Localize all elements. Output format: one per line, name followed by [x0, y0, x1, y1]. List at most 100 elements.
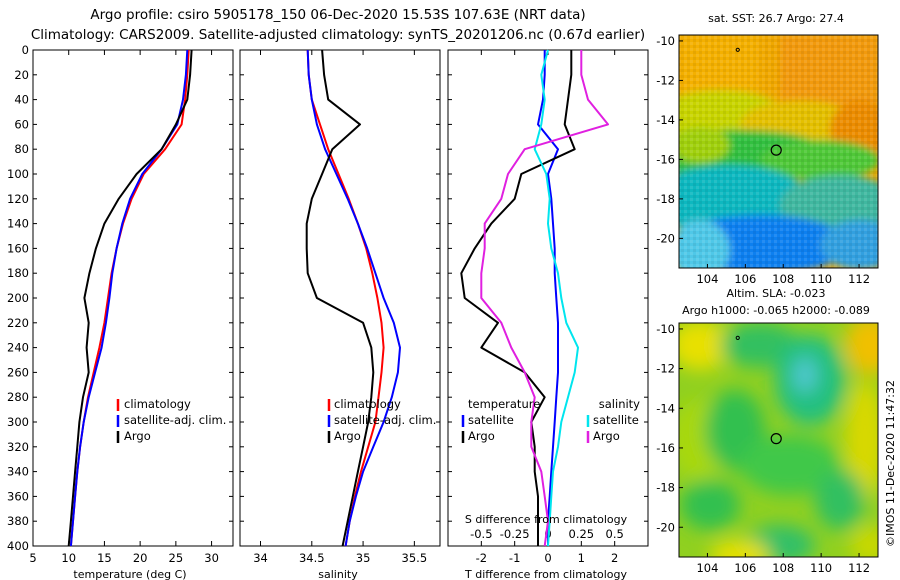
map-lon-label: 110 [810, 561, 832, 575]
depth-tick-label: 60 [14, 117, 29, 131]
salinity-lines [305, 49, 401, 547]
depth-tick-label: 200 [7, 291, 29, 305]
sst-map-panel: sat. SST: 26.7 Argo: 27.4 104 106 108 1 [656, 12, 879, 286]
sla-map-title-2: Argo h1000: -0.065 h2000: -0.089 [682, 304, 870, 317]
legend-label-s-argo: Argo [593, 429, 620, 443]
map-lat-label: -14 [656, 113, 675, 127]
series-line-temperature-argo [460, 50, 576, 546]
series-line-argo [67, 49, 193, 547]
x-tick-label: 34 [253, 551, 268, 565]
depth-tick-label: 360 [7, 489, 29, 503]
temperature-plot-frame [32, 49, 234, 547]
series-line-temperature-satellite [537, 50, 559, 546]
map-lon-label: 106 [734, 561, 756, 575]
map-lon-label: 106 [734, 272, 756, 286]
legend-label-t-argo: Argo [468, 429, 495, 443]
sla-heatmap [679, 323, 878, 557]
series-line-climatology [69, 49, 190, 547]
argo-position-marker [770, 433, 782, 445]
map-lon-label: 112 [848, 272, 870, 286]
depth-tick-label: 140 [7, 217, 29, 231]
sst-map-markers [735, 47, 782, 156]
x-tick-label: 34.5 [299, 551, 325, 565]
map-lat-label: -16 [656, 441, 675, 455]
legend-label-satellite: satellite-adj. clim. [334, 413, 436, 427]
imos-credit: ©IMOS 11-Dec-2020 11:47:32 [884, 380, 897, 547]
x-tick-label: 25 [169, 551, 184, 565]
x-tick-label: 1 [578, 551, 585, 565]
legend-label-argo: Argo [124, 429, 151, 443]
depth-tick-label: 180 [7, 266, 29, 280]
island-marker [735, 47, 740, 52]
salinity-xlabel: salinity [318, 568, 358, 580]
island-marker [735, 335, 740, 340]
series-line-satellite-adj-clim- [306, 49, 401, 547]
legend-label-t-satellite: satellite [468, 413, 514, 427]
difference-legend: temperature satellite Argo salinity sate… [461, 397, 640, 443]
sla-map-title-1: Altim. SLA: -0.023 [726, 287, 825, 300]
s-diff-tick-label: 0.5 [606, 527, 624, 541]
map-lat-label: -18 [656, 481, 675, 495]
depth-tick-label: 260 [7, 365, 29, 379]
sla-map-axes: 104 106 108 110 112 -10 -12 -14 -16 -18 -20 [656, 322, 870, 575]
map-lon-label: 110 [810, 272, 832, 286]
difference-plot-frame [447, 49, 649, 547]
title-line-1: Argo profile: csiro 5905178_150 06-Dec-2… [90, 7, 585, 23]
depth-tick-label: 100 [7, 167, 29, 181]
salinity-axis: 34 34.5 35 35.5 [240, 49, 440, 565]
temperature-xlabel: temperature (deg C) [73, 568, 186, 580]
difference-panel: -2 -1 0 1 2 -0.5 -0.25 0 0.25 0.5 temperature sa… [447, 49, 649, 580]
x-tick-label: 2 [611, 551, 618, 565]
legend-label-climatology: climatology [334, 397, 401, 411]
sst-map-frame [678, 34, 879, 269]
salinity-plot-frame [239, 49, 441, 547]
x-tick-label: 30 [204, 551, 219, 565]
x-tick-label: -1 [509, 551, 520, 565]
temperature-legend: climatology satellite-adj. clim. Argo [116, 397, 226, 443]
depth-tick-label: 280 [7, 390, 29, 404]
depth-tick-label: 20 [14, 68, 29, 82]
depth-tick-label: 0 [22, 43, 29, 57]
salinity-legend: climatology satellite-adj. clim. Argo [327, 397, 436, 443]
depth-axis: 0 20 40 60 80 100 120 140 160 180 200 220 240 260 280 3… [7, 43, 29, 553]
map-lat-label: -10 [656, 34, 675, 48]
temperature-panel: 0 20 40 60 80 100 120 140 160 180 200 220 240 260 280 3… [7, 43, 234, 580]
map-lat-label: -20 [656, 231, 675, 245]
map-lon-label: 112 [848, 561, 870, 575]
depth-tick-label: 340 [7, 465, 29, 479]
temperature-lines [67, 49, 193, 547]
sla-map-markers [735, 335, 782, 445]
depth-tick-label: 160 [7, 241, 29, 255]
temperature-axis: 5 10 15 20 25 30 [29, 49, 233, 565]
legend-title-temperature: temperature [468, 397, 540, 411]
argo-position-marker [770, 144, 782, 156]
x-tick-label: 35.5 [402, 551, 428, 565]
x-tick-label: 20 [133, 551, 148, 565]
salinity-panel: 34 34.5 35 35.5 climatology satellite-adj. … [239, 49, 441, 580]
legend-label-climatology: climatology [124, 397, 191, 411]
depth-tick-label: 300 [7, 415, 29, 429]
map-lon-label: 104 [696, 272, 718, 286]
map-lat-label: -12 [656, 73, 675, 87]
sst-map-title: sat. SST: 26.7 Argo: 27.4 [708, 12, 844, 25]
depth-tick-label: 120 [7, 192, 29, 206]
map-lon-label: 104 [696, 561, 718, 575]
depth-tick-label: 40 [14, 93, 29, 107]
series-line-satellite-adj-clim- [69, 49, 189, 547]
depth-tick-label: 220 [7, 316, 29, 330]
map-lat-label: -12 [656, 362, 675, 376]
x-tick-label: -2 [476, 551, 487, 565]
s-diff-tick-label: -0.25 [500, 527, 530, 541]
map-lon-label: 108 [772, 272, 794, 286]
x-tick-label: 5 [29, 551, 36, 565]
legend-label-satellite: satellite-adj. clim. [124, 413, 226, 427]
x-tick-label: 15 [97, 551, 112, 565]
s-difference-label: S difference from climatology [465, 513, 628, 526]
sst-heatmap [679, 35, 878, 268]
map-lat-label: -14 [656, 401, 675, 415]
legend-label-s-satellite: satellite [593, 413, 639, 427]
series-line-salinity-argo [480, 50, 609, 547]
legend-title-salinity: salinity [599, 397, 640, 411]
s-diff-tick-label: -0.5 [470, 527, 492, 541]
